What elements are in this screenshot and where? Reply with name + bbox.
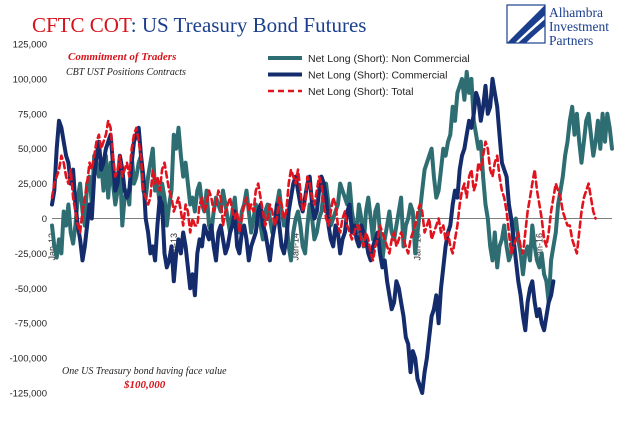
y-tick-label: -125,000 bbox=[9, 389, 47, 400]
y-tick-label: 25,000 bbox=[18, 179, 47, 190]
x-tick-label: Jan-12 bbox=[47, 233, 57, 261]
chart-title-part2: : US Treasury Bond Futures bbox=[131, 13, 367, 37]
chart-title-part1: CFTC COT bbox=[32, 13, 132, 37]
series-line-3 bbox=[50, 119, 597, 262]
x-tick-label: Jan-14 bbox=[291, 233, 301, 261]
note-value: $100,000 bbox=[123, 379, 166, 391]
y-tick-label: 100,000 bbox=[13, 74, 47, 85]
y-tick-label: 125,000 bbox=[13, 40, 47, 51]
y-tick-label: 50,000 bbox=[18, 144, 47, 155]
chart-title: CFTC COT: US Treasury Bond Futures bbox=[32, 13, 366, 37]
y-tick-label: -75,000 bbox=[15, 319, 47, 330]
y-tick-label: -100,000 bbox=[9, 354, 47, 365]
series-group bbox=[50, 69, 614, 395]
y-axis: 125,000 100,000 75,000 50,000 25,000 0 -25,000… bbox=[9, 40, 47, 400]
series-line-2 bbox=[50, 76, 556, 395]
y-tick-label: 0 bbox=[42, 214, 47, 225]
alhambra-logo: Alhambra Investment Partners bbox=[506, 4, 609, 48]
logo-line2: Investment bbox=[549, 19, 609, 34]
logo-line1: Alhambra bbox=[549, 5, 603, 20]
annotation-subtitle: CBT UST Positions Contracts bbox=[66, 67, 186, 78]
note-line1: One US Treasury bond having face value bbox=[62, 366, 227, 377]
x-tick-label: Jan-16 bbox=[534, 233, 544, 261]
legend-label: Net Long (Short): Total bbox=[308, 86, 413, 98]
y-tick-label: -25,000 bbox=[15, 249, 47, 260]
y-tick-label: 75,000 bbox=[18, 109, 47, 120]
x-tick-label: Jan-13 bbox=[169, 233, 179, 261]
legend: Net Long (Short): Non Commercial Net Long… bbox=[268, 53, 470, 98]
y-tick-label: -50,000 bbox=[15, 284, 47, 295]
logo-line3: Partners bbox=[549, 33, 593, 48]
annotation-title: Commitment of Traders bbox=[68, 51, 176, 63]
legend-label: Net Long (Short): Commercial bbox=[308, 70, 447, 82]
alhambra-logo-icon bbox=[506, 4, 546, 44]
legend-label: Net Long (Short): Non Commercial bbox=[308, 53, 470, 65]
